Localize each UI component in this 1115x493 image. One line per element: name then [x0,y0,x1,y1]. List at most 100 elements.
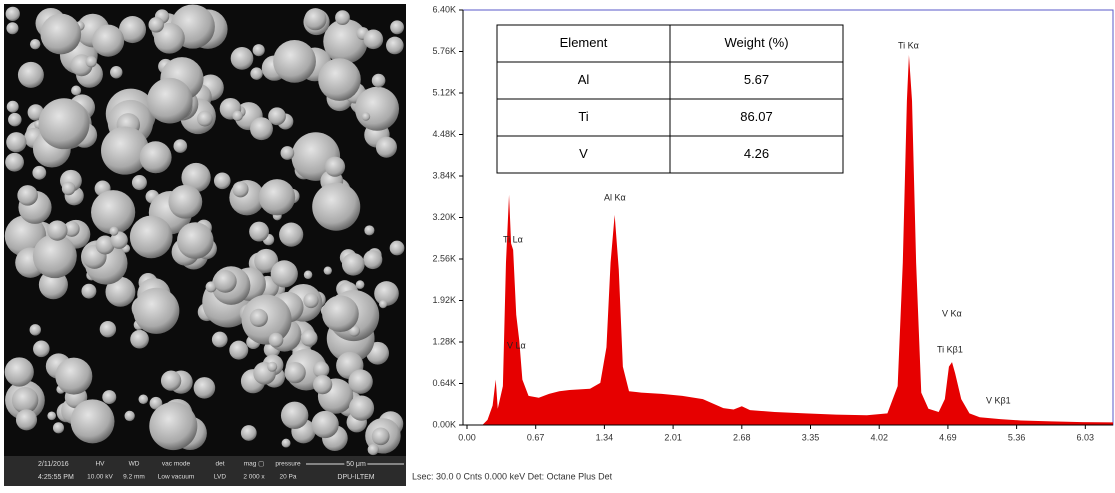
sem-particles [4,4,405,456]
sem-particle [280,401,309,430]
sem-particle [81,283,97,299]
y-tick-label: 5.12K [432,87,456,97]
sem-particle [52,422,65,434]
sem-particle [17,185,38,206]
peak-label: Ti Kα [898,40,919,50]
sem-particle [390,20,404,35]
sem-particle [268,332,284,348]
sem-particle [149,402,198,451]
sem-field-value: 9.2 mm [123,474,145,481]
sem-particle [29,38,41,50]
sem-particle [374,281,399,306]
sem-particle [85,56,97,68]
sem-particle [323,19,368,64]
sem-particle [38,98,90,150]
sem-field-value: 20 Pa [280,474,297,481]
sem-particle [47,411,57,421]
sem-particle [47,220,68,241]
sem-particle [40,13,82,55]
x-tick-label: 6.03 [1077,432,1095,442]
peak-label: Al Kα [604,192,626,202]
sem-particle [131,175,147,191]
sem-particle [312,182,361,231]
sem-particle [5,152,24,172]
sem-particle [361,112,371,121]
y-tick-label: 1.28K [432,336,456,346]
x-tick-label: 5.36 [1008,432,1026,442]
sem-particle [118,16,147,44]
sem-particle [258,179,296,216]
sem-particle [232,181,249,198]
sem-particle [38,270,68,300]
sem-particle [71,85,82,96]
sem-particle [29,324,41,336]
sem-particle [205,281,217,293]
sem-particle [124,410,135,422]
sem-particle [160,370,182,391]
y-tick-label: 5.76K [432,46,456,56]
sem-particle [311,410,339,439]
sem-particle [273,39,316,83]
sem-field-value: Low vacuum [158,474,195,481]
sem-field-label: det [215,461,224,468]
sem-particle [371,73,386,88]
peak-label: Ti Kβ1 [937,344,963,354]
sem-particle [313,374,333,395]
sem-particle [364,225,375,236]
sem-particle [375,136,397,158]
x-tick-label: 0.67 [527,432,545,442]
sem-particle [379,300,388,309]
sem-particle [102,390,117,405]
sem-particle [148,16,164,33]
sem-particle [129,215,173,259]
sem-particle [11,387,39,414]
sem-particle [6,22,19,35]
sem-particle [110,231,128,249]
sem-particle [149,396,163,410]
sem-particle [4,357,34,387]
y-tick-label: 0.00K [432,419,456,429]
sem-particle [324,156,346,177]
sem-particle [232,110,243,122]
sem-particle [254,248,279,273]
x-tick-label: 4.02 [870,432,888,442]
y-tick-label: 2.56K [432,253,456,263]
x-tick-label: 2.01 [664,432,682,442]
sem-particle [318,58,361,101]
sem-particle [249,221,270,242]
sem-field-value: LVD [214,474,226,481]
sem-particle [279,222,304,247]
sem-particle [355,86,400,131]
sem-particle [32,165,47,180]
sem-field-label: vac mode [162,461,191,468]
sem-particle [70,399,115,444]
x-tick-label: 0.00 [458,432,476,442]
peak-label: V Kβ1 [986,395,1011,405]
sem-particle [32,234,77,279]
sem-particle [181,162,211,193]
sem-particle [335,10,350,26]
peak-label: V Kα [942,308,962,318]
sem-particle [213,172,231,190]
sem-particle [213,270,237,293]
sem-field-label: WD [129,461,140,468]
peak-label: Ti Lα [503,234,523,244]
sem-particle [303,292,319,309]
sem-particle [229,340,249,360]
sem-field-label: pressure [275,461,301,468]
sem-particle [304,8,327,31]
sem-particle [193,377,216,399]
sem-particle [105,276,136,307]
sem-particle [109,226,119,236]
sem-particle [110,66,123,79]
table-header: Element [560,35,608,50]
sem-particle [168,184,203,219]
sem-particle [99,320,117,338]
peak-label: V Lα [507,340,526,350]
sem-scale: 50 μm [346,461,366,468]
sem-particle [138,394,149,405]
sem-particle [322,295,359,333]
table-cell: V [579,146,588,161]
